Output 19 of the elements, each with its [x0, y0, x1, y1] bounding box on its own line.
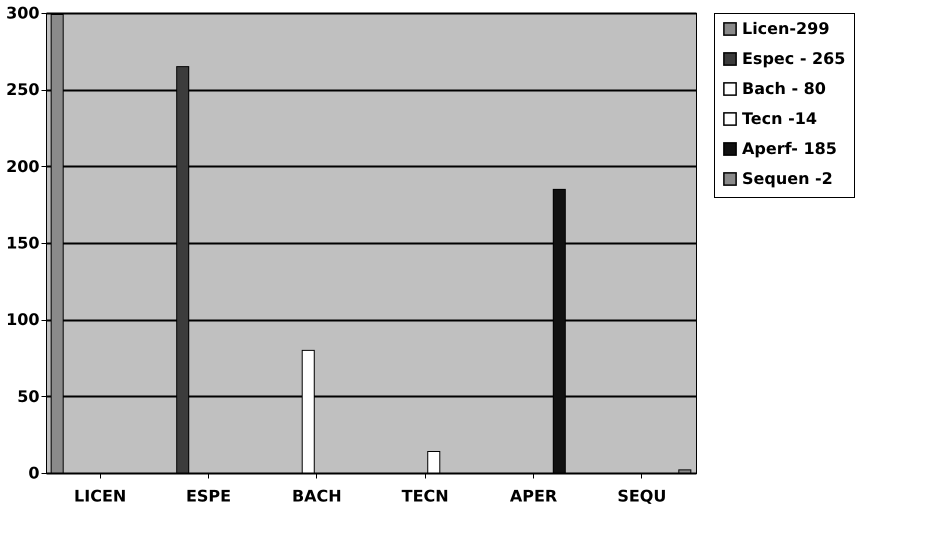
legend-label: Sequen -2	[742, 169, 833, 188]
x-tick-label: ESPE	[186, 486, 232, 506]
x-tick-label: LICEN	[74, 486, 126, 506]
legend-label: Tecn -14	[742, 109, 817, 128]
legend-label: Aperf- 185	[742, 139, 837, 158]
y-tick-label: 0	[28, 464, 40, 482]
legend-label: Bach - 80	[742, 79, 826, 98]
y-tick-label: 100	[6, 310, 40, 330]
x-tick-label: APER	[510, 486, 558, 506]
y-tick-label: 300	[6, 4, 40, 22]
legend-label: Licen-299	[742, 19, 830, 38]
x-tick-label: SEQU	[617, 486, 666, 506]
x-tick-label: TECN	[402, 486, 449, 506]
y-tick-label: 250	[6, 80, 40, 100]
y-tick-label: 200	[6, 156, 40, 176]
y-tick-label: 50	[17, 386, 40, 406]
x-tick-label: BACH	[292, 486, 342, 506]
legend-label: Espec - 265	[742, 49, 846, 68]
y-tick-label: 150	[6, 234, 40, 252]
